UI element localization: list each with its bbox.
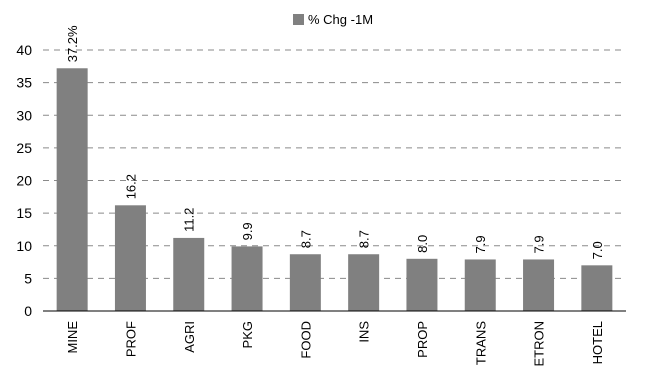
x-tick-label-agri: AGRI xyxy=(182,321,197,353)
gridlines xyxy=(43,49,626,279)
data-label-pkg: 9.9 xyxy=(240,222,255,240)
bar-agri xyxy=(173,237,205,311)
data-label-ins: 8.7 xyxy=(357,230,372,248)
bar-food xyxy=(289,254,321,311)
y-tick-label-5: 5 xyxy=(24,270,32,286)
data-label-hotel: 7.0 xyxy=(590,241,605,259)
bar-etron xyxy=(523,259,555,311)
y-tick-label-10: 10 xyxy=(16,238,32,254)
legend-label: % Chg -1M xyxy=(308,12,373,27)
x-tick-label-trans: TRANS xyxy=(473,321,488,365)
x-tick-label-prof: PROF xyxy=(123,321,138,357)
bar-ins xyxy=(348,254,380,311)
x-tick-label-pkg: PKG xyxy=(240,321,255,348)
legend-swatch xyxy=(293,14,304,25)
bar-trans xyxy=(464,259,496,311)
x-tick-label-ins: INS xyxy=(357,321,372,343)
bars xyxy=(56,68,613,312)
x-tick-label-food: FOOD xyxy=(298,321,313,359)
data-label-agri: 11.2 xyxy=(182,208,197,232)
data-label-etron: 7.9 xyxy=(532,235,547,253)
legend: % Chg -1M xyxy=(293,12,373,27)
y-tick-label-40: 40 xyxy=(16,42,32,58)
bar-hotel xyxy=(581,265,613,311)
data-label-prof: 16.2 xyxy=(123,174,138,199)
data-label-trans: 7.9 xyxy=(473,235,488,253)
data-labels: 37.2% 16.2 11.2 9.9 8.7 8.7 8.0 7.9 7.9 7.0 xyxy=(65,25,605,259)
y-tick-label-20: 20 xyxy=(16,173,32,189)
x-tick-label-mine: MINE xyxy=(65,321,80,354)
data-label-mine: 37.2% xyxy=(65,25,80,62)
x-tick-label-prop: PROP xyxy=(415,321,430,358)
bar-mine xyxy=(56,68,88,312)
y-tick-label-30: 30 xyxy=(16,107,32,123)
bar-prop xyxy=(406,258,438,311)
y-tick-label-15: 15 xyxy=(16,205,32,221)
bar-pkg xyxy=(231,246,263,311)
x-tick-label-hotel: HOTEL xyxy=(590,321,605,364)
y-tick-label-25: 25 xyxy=(16,140,32,156)
data-label-food: 8.7 xyxy=(298,230,313,248)
x-tick-label-etron: ETRON xyxy=(532,321,547,367)
bar-prof xyxy=(114,205,146,311)
y-axis-tick-labels: 0 5 10 15 20 25 30 35 40 xyxy=(16,42,32,319)
data-label-prop: 8.0 xyxy=(415,235,430,253)
y-tick-label-35: 35 xyxy=(16,75,32,91)
y-tick-label-0: 0 xyxy=(24,303,32,319)
x-axis-category-labels: MINE PROF AGRI PKG FOOD INS PROP TRANS ETRON HOTE… xyxy=(65,321,605,367)
